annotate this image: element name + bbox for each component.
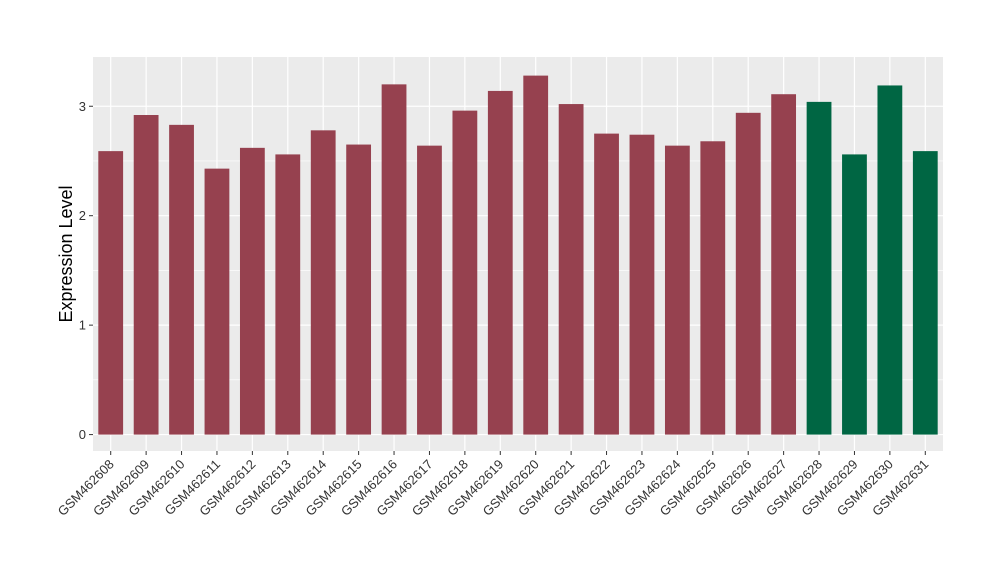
bar-GSM462610 [169,124,194,435]
minor-gridlines [93,160,943,381]
bar-GSM462613 [275,154,301,435]
bar-GSM462630 [877,85,903,435]
bar-GSM462631 [912,151,938,435]
y-tick-label: 1 [79,318,86,333]
bar-GSM462629 [842,154,867,435]
plot-panel [93,57,943,451]
y-axis-title: Expression Level [56,185,76,322]
bar-GSM462626 [735,112,761,435]
bar-GSM462608 [98,151,124,435]
bar-GSM462612 [239,147,265,435]
bar-GSM462617 [417,145,442,435]
bar-GSM462614 [310,130,336,435]
bar-GSM462623 [629,134,655,435]
y-tick-label: 2 [79,208,86,223]
y-tick-label: 0 [79,427,86,442]
bar-GSM462611 [204,168,230,435]
bar-GSM462615 [346,144,372,435]
bar-GSM462625 [700,141,726,435]
bar-GSM462627 [771,94,797,435]
bar-GSM462622 [594,133,619,435]
bar-GSM462620 [523,75,549,435]
bars [98,75,938,435]
bar-GSM462619 [487,90,513,435]
bar-GSM462621 [558,104,584,435]
bar-GSM462609 [133,115,159,435]
y-tick-label: 3 [79,99,86,114]
x-axis: GSM462608GSM462609GSM462610GSM462611GSM4… [55,451,931,519]
y-axis: 0 1 2 3 [79,99,93,442]
bar-GSM462624 [664,145,690,435]
bar-GSM462628 [806,101,832,435]
bar-GSM462616 [381,84,407,435]
bar-GSM462618 [452,110,478,435]
